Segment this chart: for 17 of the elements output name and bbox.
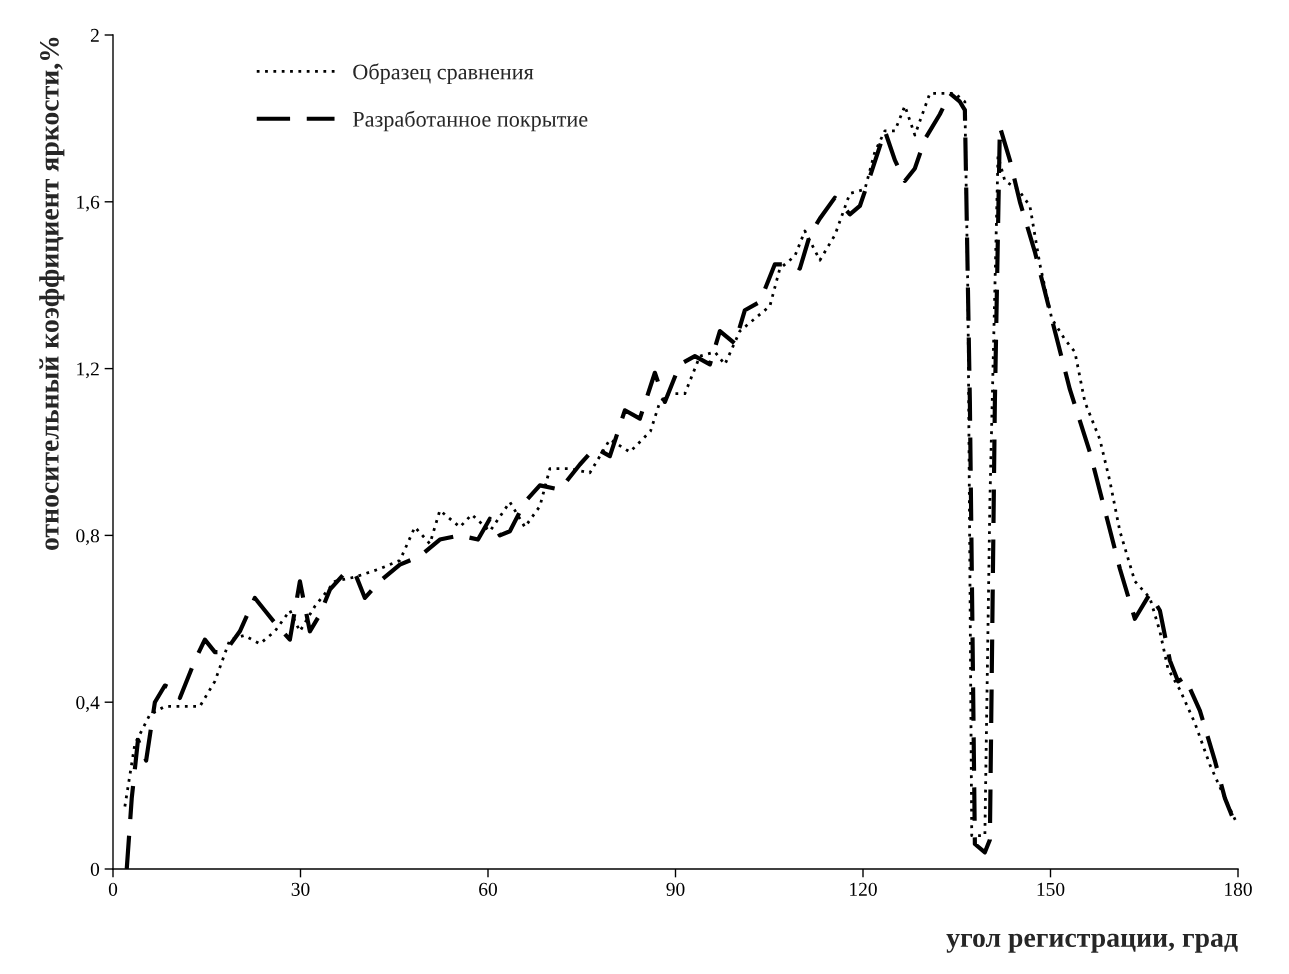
- y-tick-label: 0: [90, 862, 100, 876]
- x-tick-label: 90: [666, 882, 685, 896]
- y-tick-label: 0,4: [76, 696, 100, 712]
- y-tick-label: 0,8: [76, 529, 100, 546]
- y-tick-label: 1,6: [77, 195, 100, 212]
- x-tick-label: 30: [291, 882, 310, 896]
- legend-label: Разработанное покрытие: [352, 110, 588, 132]
- x-tick-label: 60: [479, 882, 497, 896]
- y-tick-label: 2: [90, 28, 99, 42]
- y-tick-label: 1,2: [77, 362, 99, 379]
- x-tick-label: 150: [1037, 882, 1065, 896]
- x-tick-label: 120: [850, 882, 877, 896]
- x-axis-title: угол регистрации, град: [946, 933, 1238, 953]
- y-axis-title: относительный коэффициент яркости,%: [39, 37, 65, 550]
- legend-label: Образец сравнения: [353, 63, 534, 84]
- x-tick-label: 0: [108, 882, 118, 896]
- x-tick-label: 180: [1225, 882, 1252, 896]
